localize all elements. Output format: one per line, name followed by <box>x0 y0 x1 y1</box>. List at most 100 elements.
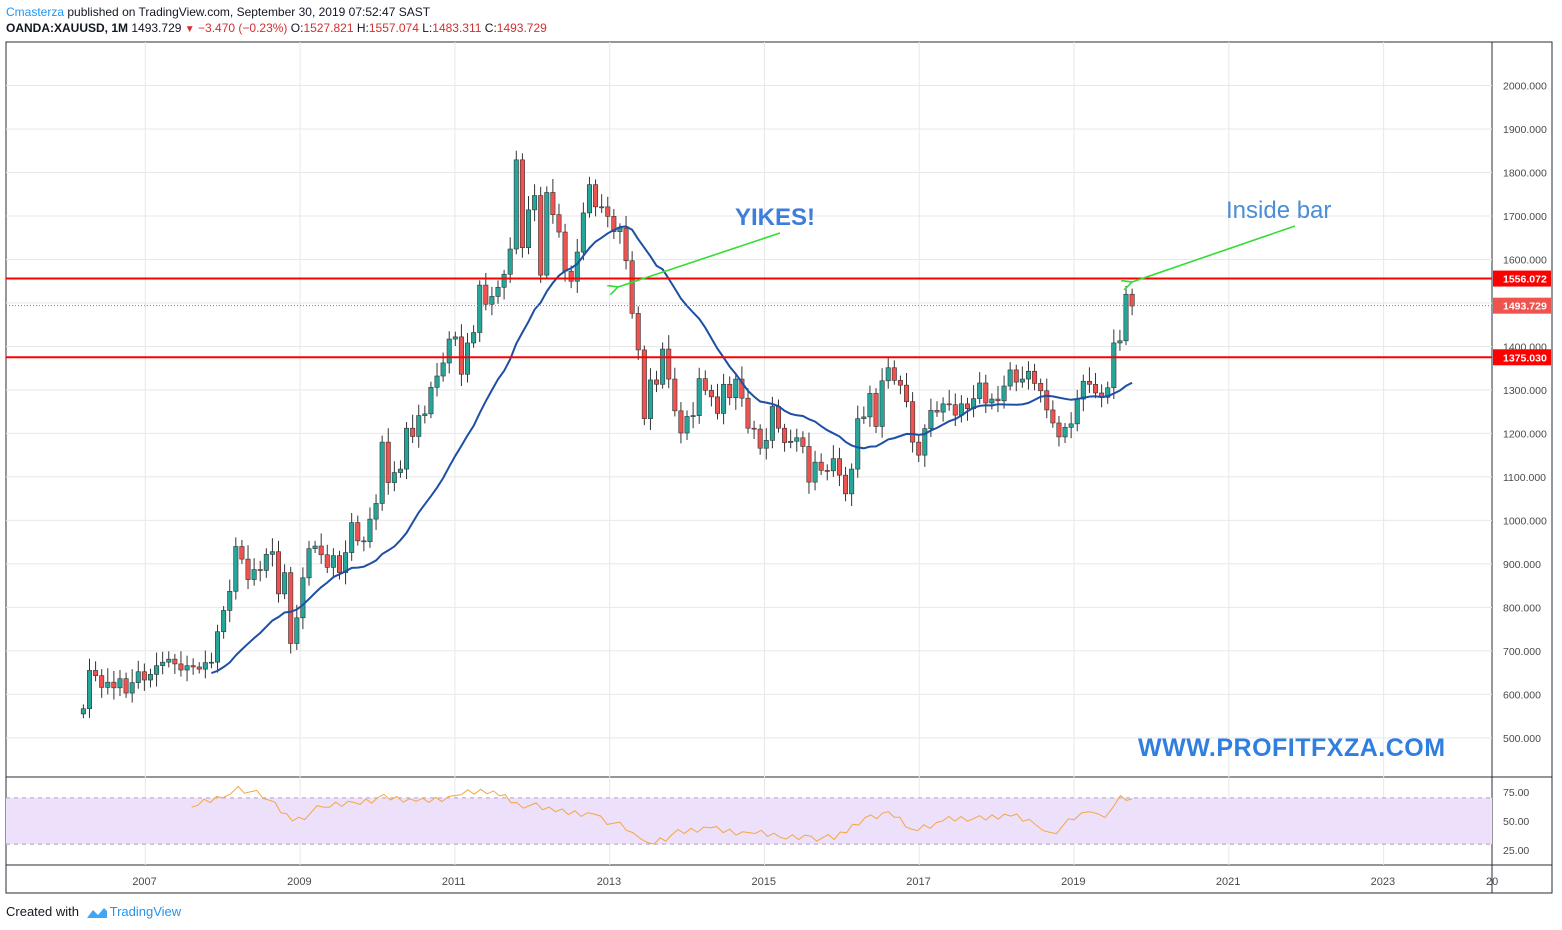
candle-body <box>739 378 745 399</box>
candle-body <box>184 665 190 671</box>
candle-body <box>885 367 891 382</box>
candle-down <box>843 466 849 502</box>
candle-body <box>1001 385 1007 402</box>
candle-down <box>1013 364 1019 392</box>
candle-down <box>99 669 105 698</box>
candle-body <box>983 382 989 404</box>
candle-down <box>318 533 324 564</box>
candle-body <box>922 428 928 456</box>
candle-up <box>251 558 257 586</box>
candle-up <box>513 150 519 255</box>
candle-body <box>928 410 934 429</box>
candle-down <box>1099 384 1105 408</box>
candle-down <box>751 420 757 440</box>
candle-down <box>611 209 617 240</box>
candle-body <box>282 572 288 595</box>
candle-down <box>910 392 916 453</box>
publish-info: published on TradingView.com, September … <box>67 5 431 19</box>
candle-body <box>1074 398 1080 425</box>
candle-up <box>452 331 458 347</box>
low-label: L: <box>422 21 433 35</box>
candle-body <box>483 284 489 305</box>
candle-body <box>782 427 788 443</box>
candle-down <box>519 153 525 258</box>
candle-body <box>654 379 660 385</box>
candle-down <box>641 345 647 426</box>
candle-body <box>190 665 196 668</box>
candle-up <box>154 652 160 687</box>
candle-up <box>397 460 403 478</box>
candle-body <box>910 401 916 443</box>
candle-body <box>1123 293 1129 342</box>
candle-body <box>404 427 410 470</box>
candle-up <box>215 624 221 673</box>
candle-body <box>178 663 184 671</box>
candle-up <box>1123 285 1129 346</box>
candle-down <box>745 388 751 434</box>
candle-up <box>282 564 288 600</box>
price-tick-label: 1700.000 <box>1503 211 1547 223</box>
candle-body <box>221 610 227 633</box>
candle-down <box>757 424 763 455</box>
high-value: 1557.074 <box>368 21 419 35</box>
candle-body <box>855 418 861 470</box>
candle-up <box>160 651 166 675</box>
candle-down <box>245 545 251 590</box>
candle-body <box>769 406 775 441</box>
candle-body <box>800 437 806 447</box>
close-value: 1493.729 <box>496 21 547 35</box>
candle-down <box>593 179 599 217</box>
price-tick-label: 1000.000 <box>1503 515 1547 527</box>
candle-body <box>940 403 946 413</box>
time-axis[interactable]: 2007 2009 2011 2013 2015 2017 2019 2021 2023 20 <box>132 876 1498 888</box>
level-tag <box>1493 270 1551 287</box>
candle-body <box>818 461 824 471</box>
candle-up <box>532 184 538 222</box>
high-label: H: <box>356 21 369 35</box>
candle-body <box>812 461 818 483</box>
candle-down <box>196 662 202 674</box>
candle-up <box>269 538 275 567</box>
candle-body <box>580 212 586 253</box>
candle-up <box>885 357 891 389</box>
footer: Created with TradingView <box>6 904 181 920</box>
candle-up <box>879 368 885 438</box>
candle-body <box>446 338 452 364</box>
candle-body <box>751 427 757 430</box>
price-tick-label: 1100.000 <box>1503 472 1546 484</box>
candle-body <box>788 440 794 443</box>
author-link[interactable]: Cmasterza <box>6 5 65 19</box>
candle-body <box>647 379 653 419</box>
candle-up <box>867 385 873 427</box>
candle-up <box>647 368 653 430</box>
price-axis[interactable]: 500.000 600.000 700.000 800.000 900.000 1000.… <box>1493 80 1551 745</box>
tradingview-link[interactable]: TradingView <box>109 904 182 919</box>
candle-body <box>257 569 263 571</box>
candle-body <box>233 546 239 592</box>
candle-down <box>934 401 940 417</box>
candle-body <box>824 470 830 472</box>
candle-body <box>519 159 525 249</box>
candle-body <box>964 403 970 409</box>
candle-body <box>99 675 105 688</box>
candle-body <box>1056 422 1062 438</box>
price-tick-label: 800.000 <box>1503 602 1541 614</box>
candle-up <box>391 461 397 492</box>
candle-down <box>190 658 196 675</box>
candle-body <box>952 404 958 416</box>
candle-up <box>922 424 928 467</box>
candle-down <box>995 386 1001 413</box>
candle-body <box>532 195 538 211</box>
candle-body <box>452 336 458 340</box>
candle-up <box>788 429 794 449</box>
candle-up <box>404 422 410 480</box>
candle-body <box>763 440 769 449</box>
symbol-label[interactable]: OANDA:XAUUSD, 1M <box>6 21 129 35</box>
candle-up <box>471 325 477 348</box>
candle-up <box>166 651 172 668</box>
yikes-arrow <box>618 232 781 287</box>
candle-down <box>538 186 544 283</box>
candle-up <box>477 280 483 343</box>
candle-body <box>367 518 373 543</box>
